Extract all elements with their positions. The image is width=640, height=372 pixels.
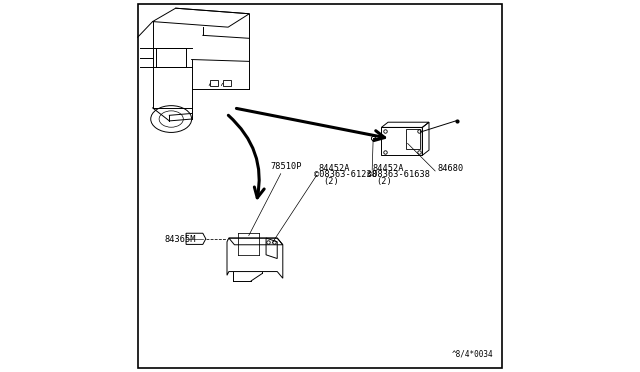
Bar (406, 129, 420, 149)
Text: (2): (2) (323, 177, 339, 186)
Text: ^8/4*0034: ^8/4*0034 (451, 350, 493, 359)
Text: 84680: 84680 (437, 164, 463, 173)
Text: 84452A: 84452A (318, 164, 349, 173)
Bar (223, 80, 231, 86)
Text: 78510P: 78510P (271, 162, 302, 171)
Bar (211, 80, 218, 86)
Text: ©08363-61638: ©08363-61638 (367, 170, 430, 179)
Text: (2): (2) (376, 177, 392, 186)
Text: 84365M: 84365M (164, 235, 196, 244)
Text: ©08363-61238: ©08363-61238 (314, 170, 377, 179)
Text: 84452A: 84452A (372, 164, 404, 173)
